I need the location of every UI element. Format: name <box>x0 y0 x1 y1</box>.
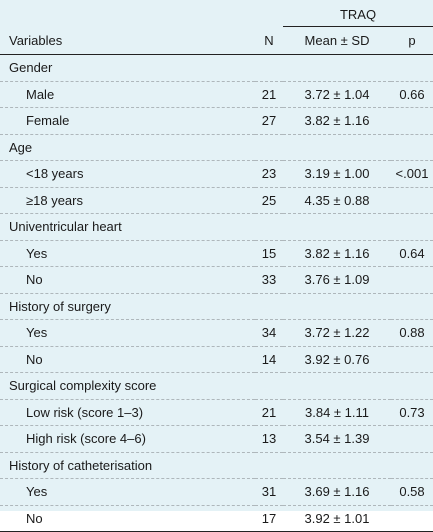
row-mean-sd: 3.19 ± 1.00 <box>283 160 391 188</box>
group-row: Surgical complexity score <box>0 372 433 400</box>
row-n: 21 <box>255 81 283 108</box>
row-label: Yes <box>0 319 255 347</box>
table-row: Yes 15 3.82 ± 1.16 0.64 <box>0 240 433 267</box>
row-mean-sd: 3.92 ± 0.76 <box>283 346 391 373</box>
traq-header: TRAQ <box>283 0 433 27</box>
row-label: Yes <box>0 478 255 506</box>
row-mean-sd: 3.72 ± 1.22 <box>283 319 391 347</box>
row-n: 34 <box>255 319 283 347</box>
row-mean-sd: 3.92 ± 1.01 <box>283 505 391 532</box>
row-mean-sd: 3.82 ± 1.16 <box>283 240 391 267</box>
p-header: p <box>391 26 433 55</box>
row-label: No <box>0 505 255 532</box>
row-n: 17 <box>255 505 283 532</box>
row-p-value: 0.73 <box>391 399 433 426</box>
row-label: Female <box>0 107 255 135</box>
row-mean-sd: 3.72 ± 1.04 <box>283 81 391 108</box>
table-row: No 14 3.92 ± 0.76 <box>0 346 433 373</box>
row-p-value: 0.88 <box>391 319 433 347</box>
group-label: Surgical complexity score <box>0 372 433 400</box>
group-row: Gender <box>0 54 433 82</box>
variables-header: Variables <box>0 26 255 55</box>
mean-sd-header: Mean ± SD <box>283 26 391 55</box>
table-row: ≥18 years 25 4.35 ± 0.88 <box>0 187 433 214</box>
table-row: Yes 31 3.69 ± 1.16 0.58 <box>0 478 433 506</box>
row-mean-sd: 3.69 ± 1.16 <box>283 478 391 506</box>
row-label: ≥18 years <box>0 187 255 214</box>
row-mean-sd: 3.54 ± 1.39 <box>283 425 391 453</box>
row-p-value <box>391 505 433 532</box>
table-row: Male 21 3.72 ± 1.04 0.66 <box>0 81 433 108</box>
row-label: <18 years <box>0 160 255 188</box>
row-p-value: 0.58 <box>391 478 433 506</box>
row-mean-sd: 3.82 ± 1.16 <box>283 107 391 135</box>
table-header: TRAQ Variables N Mean ± SD p <box>0 0 433 55</box>
table-row: Yes 34 3.72 ± 1.22 0.88 <box>0 319 433 347</box>
group-label: Gender <box>0 54 433 82</box>
row-mean-sd: 3.84 ± 1.11 <box>283 399 391 426</box>
group-label: Univentricular heart <box>0 213 433 241</box>
group-row: History of catheterisation <box>0 452 433 479</box>
row-n: 15 <box>255 240 283 267</box>
row-p-value: <.001 <box>391 160 433 188</box>
row-mean-sd: 3.76 ± 1.09 <box>283 266 391 294</box>
row-p-value <box>391 187 433 214</box>
row-n: 14 <box>255 346 283 373</box>
row-n: 27 <box>255 107 283 135</box>
row-p-value: 0.64 <box>391 240 433 267</box>
group-label: History of surgery <box>0 293 433 320</box>
table-row: No 33 3.76 ± 1.09 <box>0 266 433 294</box>
row-p-value <box>391 425 433 453</box>
row-label: Low risk (score 1–3) <box>0 399 255 426</box>
table-row: Low risk (score 1–3) 21 3.84 ± 1.11 0.73 <box>0 399 433 426</box>
row-p-value <box>391 266 433 294</box>
row-n: 21 <box>255 399 283 426</box>
row-p-value: 0.66 <box>391 81 433 108</box>
group-label: History of catheterisation <box>0 452 433 479</box>
table-row: High risk (score 4–6) 13 3.54 ± 1.39 <box>0 425 433 453</box>
row-p-value <box>391 107 433 135</box>
table-row: No 17 3.92 ± 1.01 <box>0 505 433 532</box>
table-row: Female 27 3.82 ± 1.16 <box>0 107 433 135</box>
table-body: Gender Male 21 3.72 ± 1.04 0.66 Female 2… <box>0 54 433 532</box>
row-n: 33 <box>255 266 283 294</box>
row-mean-sd: 4.35 ± 0.88 <box>283 187 391 214</box>
row-p-value <box>391 346 433 373</box>
row-n: 25 <box>255 187 283 214</box>
row-label: Yes <box>0 240 255 267</box>
group-row: Univentricular heart <box>0 213 433 241</box>
row-n: 31 <box>255 478 283 506</box>
table-row: <18 years 23 3.19 ± 1.00 <.001 <box>0 160 433 188</box>
row-n: 13 <box>255 425 283 453</box>
n-header: N <box>255 26 283 55</box>
row-n: 23 <box>255 160 283 188</box>
group-label: Age <box>0 134 433 161</box>
row-label: High risk (score 4–6) <box>0 425 255 453</box>
row-label: No <box>0 346 255 373</box>
row-label: Male <box>0 81 255 108</box>
row-label: No <box>0 266 255 294</box>
group-row: History of surgery <box>0 293 433 320</box>
group-row: Age <box>0 134 433 161</box>
